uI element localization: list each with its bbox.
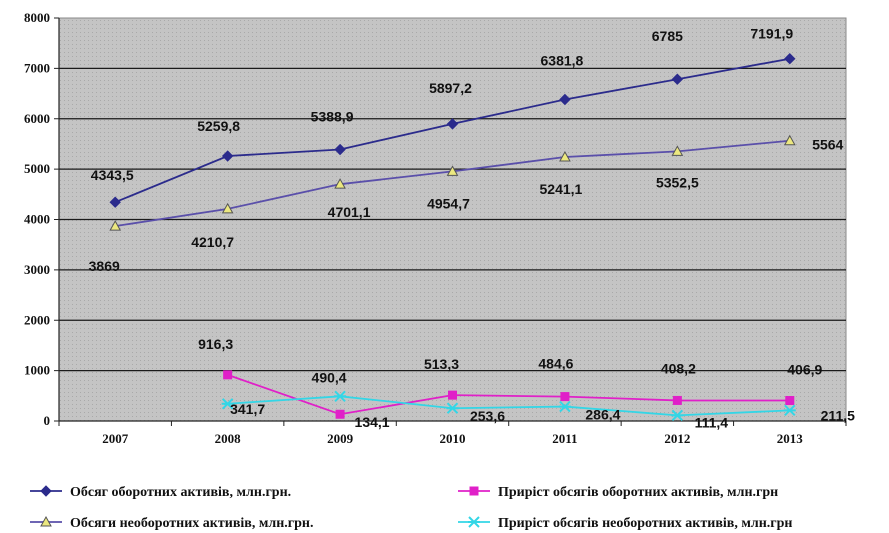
y-tick-label: 5000: [24, 161, 50, 176]
data-label: 5241,1: [540, 181, 583, 197]
data-label: 490,4: [312, 369, 347, 385]
data-point-marker: [109, 220, 122, 231]
data-point-marker: [672, 395, 682, 405]
data-point-marker: [40, 485, 52, 497]
legend-item: Обсяг оборотних активів, млн.грн.: [30, 485, 291, 500]
data-point-marker: [221, 150, 234, 162]
x-tick-label: 2010: [440, 431, 466, 446]
series-2: [109, 134, 796, 231]
data-point-marker: [335, 409, 345, 419]
data-point-marker: [559, 93, 571, 106]
data-point-marker: [559, 150, 571, 162]
data-point-marker: [334, 143, 346, 156]
x-tick-label: 2012: [664, 431, 690, 446]
data-point-marker: [221, 398, 234, 410]
data-point-marker: [783, 404, 796, 417]
data-label: 7191,9: [750, 26, 793, 42]
x-tick-label: 2007: [102, 431, 129, 446]
x-tick-label: 2009: [327, 431, 354, 446]
series-3: [223, 370, 795, 419]
y-tick-label: 7000: [24, 60, 50, 75]
series-layer: [109, 53, 796, 422]
data-point-marker: [448, 390, 457, 400]
y-tick-label: 6000: [24, 111, 50, 126]
data-label: 406,9: [787, 362, 822, 378]
legend: Обсяг оборотних активів, млн.грн. Обсяги …: [30, 485, 793, 531]
data-label: 211,5: [821, 407, 855, 423]
data-point-marker: [468, 516, 480, 528]
data-label: 4954,7: [427, 195, 470, 211]
data-label: 6785: [652, 28, 683, 44]
data-point-marker: [783, 134, 796, 146]
legend-item: Приріст обсягів необоротних активів, млн…: [458, 516, 793, 531]
data-point-marker: [221, 202, 234, 214]
data-point-marker: [40, 515, 52, 527]
data-label: 5388,9: [311, 109, 354, 125]
y-tick-label: 3000: [24, 262, 50, 277]
data-point-marker: [785, 396, 795, 406]
data-label: 3869: [89, 258, 120, 274]
legend-label: Обсяги необоротних активів, млн.грн.: [70, 516, 314, 531]
data-label: 513,3: [424, 356, 459, 372]
series-1: [109, 53, 796, 208]
series-4: [221, 390, 796, 422]
x-tick-label: 2013: [777, 431, 804, 446]
legend-item: Приріст обсягів оборотних активів, млн.г…: [458, 485, 778, 500]
data-label: 5259,8: [197, 118, 240, 134]
data-label: 5352,5: [656, 174, 699, 190]
data-label: 4210,7: [191, 234, 234, 250]
data-point-marker: [560, 392, 570, 402]
data-point-marker: [671, 73, 684, 85]
data-label: 134,1: [355, 414, 390, 430]
data-label: 6381,8: [541, 53, 584, 69]
y-tick-label: 2000: [24, 312, 50, 327]
data-point-marker: [671, 145, 684, 156]
data-point-marker: [223, 370, 233, 380]
series-line: [227, 395, 790, 417]
data-labels: 4343,5 5259,8 5388,9 5897,2 6381,8 6785 7191,9…: [89, 26, 855, 431]
data-point-marker: [446, 402, 459, 414]
data-label: 4701,1: [328, 204, 371, 220]
data-label: 4343,5: [91, 167, 134, 183]
data-label: 253,6: [470, 408, 505, 424]
data-label: 5897,2: [429, 80, 472, 96]
legend-item: Обсяги необоротних активів, млн.грн.: [30, 515, 314, 531]
x-tick-label: 2008: [215, 431, 242, 446]
data-label: 341,7: [230, 401, 265, 417]
y-tick-label: 0: [44, 413, 51, 428]
axes: 0 1000 2000 3000 4000 5000 6000 7000 8000 2007 200…: [24, 10, 847, 446]
y-tick-label: 4000: [24, 212, 50, 227]
data-point-marker: [784, 53, 796, 65]
data-point-marker: [334, 390, 347, 403]
data-label: 484,6: [538, 356, 573, 372]
data-point-marker: [671, 409, 684, 422]
x-tick-label: 2011: [552, 431, 577, 446]
data-point-marker: [469, 486, 479, 496]
data-point-marker: [446, 165, 459, 176]
data-point-marker: [109, 196, 121, 208]
data-point-marker: [446, 118, 459, 130]
y-tick-label: 1000: [24, 363, 50, 378]
data-label: 916,3: [198, 336, 233, 352]
series-line: [227, 373, 790, 416]
y-tick-label: 8000: [24, 10, 50, 25]
data-label: 286,4: [585, 407, 620, 423]
data-point-marker: [334, 178, 346, 189]
data-label: 408,2: [661, 360, 696, 376]
data-label: 111,4: [695, 414, 729, 430]
legend-label: Обсяг оборотних активів, млн.грн.: [70, 485, 291, 500]
data-label: 5564: [812, 137, 843, 153]
data-point-marker: [558, 400, 571, 413]
legend-label: Приріст обсягів оборотних активів, млн.г…: [498, 485, 778, 500]
legend-label: Приріст обсягів необоротних активів, млн…: [498, 516, 793, 531]
